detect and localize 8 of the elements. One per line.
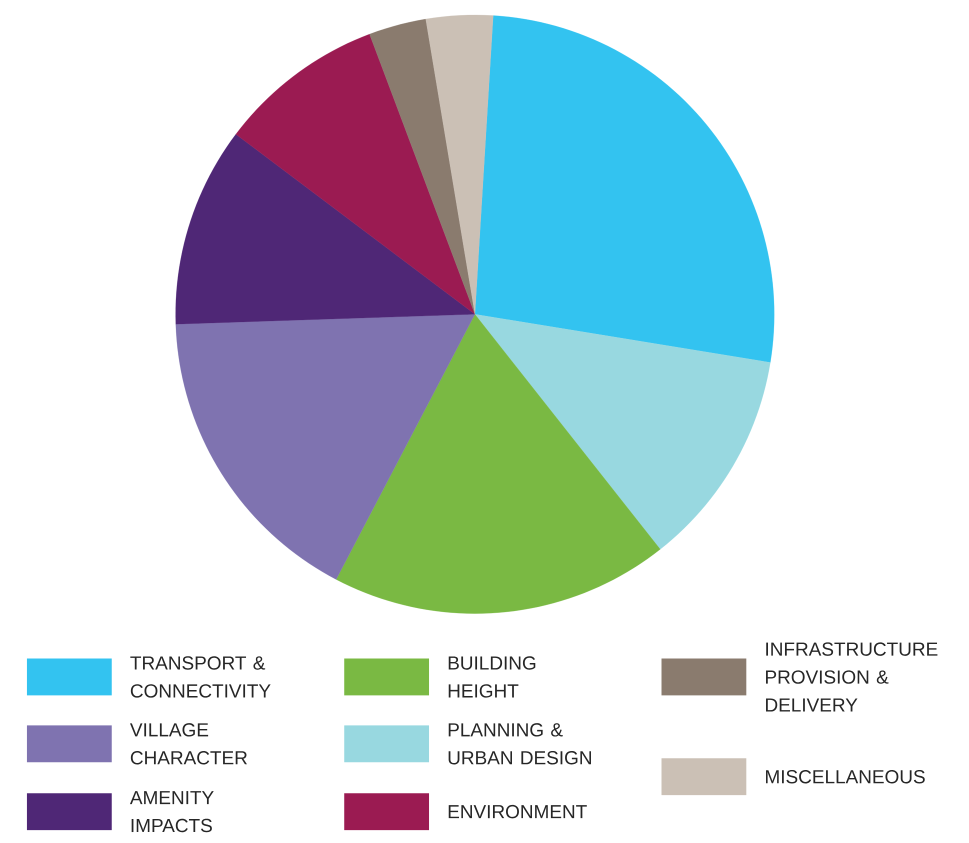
legend-label: INFRASTRUCTURE PROVISION & DELIVERY <box>766 642 938 712</box>
legend-label: BUILDING HEIGHT <box>448 656 536 698</box>
legend-label: ENVIRONMENT <box>448 804 587 818</box>
legend-label: TRANSPORT & CONNECTIVITY <box>130 656 271 698</box>
legend-label: PLANNING & URBAN DESIGN <box>448 723 591 764</box>
legend-label: MISCELLANEOUS <box>766 770 925 784</box>
legend-label: AMENITY IMPACTS <box>130 791 214 832</box>
legend-label: VILLAGE CHARACTER <box>130 723 247 764</box>
